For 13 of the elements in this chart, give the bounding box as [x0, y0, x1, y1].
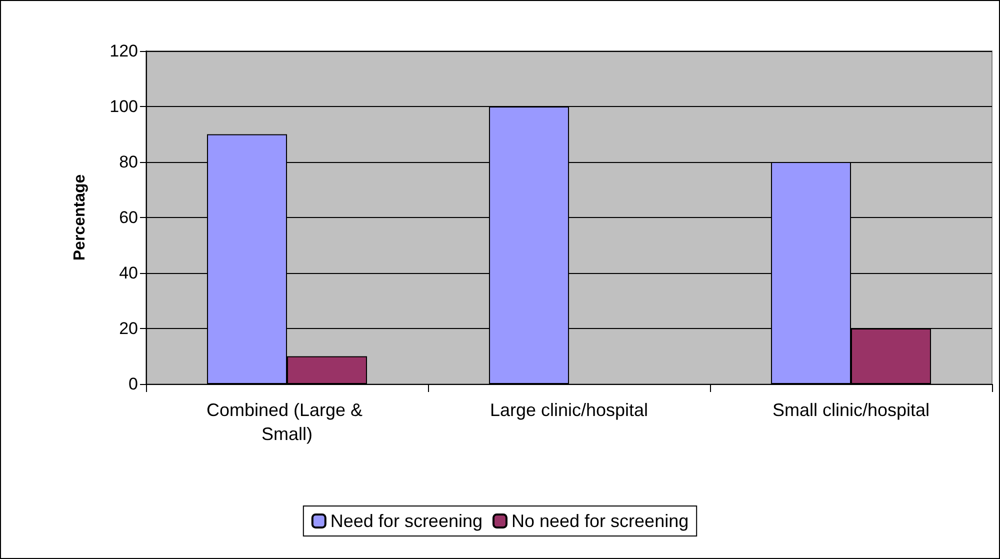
y-tick-label: 120 [110, 42, 138, 60]
y-axis-title: Percentage [72, 174, 88, 261]
legend-label: Need for screening [330, 511, 482, 531]
y-tick-label: 80 [119, 152, 138, 172]
x-tick-label: Combined (Large & Small) [206, 400, 368, 444]
y-tick-label: 60 [119, 208, 138, 227]
y-tick-label: 40 [119, 264, 138, 282]
x-tick-label: Small clinic/hospital [772, 400, 930, 420]
y-tick-label: 0 [128, 374, 138, 394]
legend-label: No need for screening [511, 511, 689, 531]
y-tick-label: 100 [110, 97, 138, 116]
x-tick-label: Large clinic/hospital [490, 400, 648, 420]
y-tick-label: 20 [119, 319, 138, 338]
